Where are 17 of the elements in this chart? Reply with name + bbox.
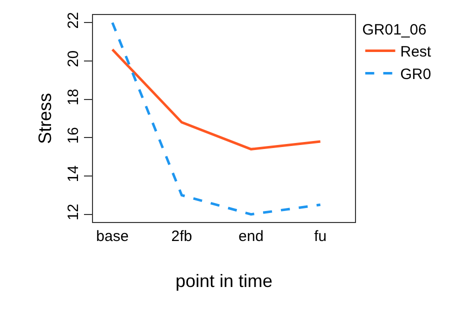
x-axis-title: point in time [175, 271, 273, 292]
x-tick-label: end [238, 228, 264, 245]
y-tick-label: 14 [65, 165, 82, 182]
y-axis-title: Stress [35, 92, 56, 144]
y-tick-label: 16 [65, 127, 82, 144]
x-tick-label: 2fb [171, 228, 192, 245]
line-series [111, 48, 322, 150]
legend-label: GR0 [400, 66, 432, 84]
line-series [111, 21, 322, 216]
y-tick-label: 12 [65, 204, 82, 220]
legend-title: GR01_06 [362, 22, 426, 38]
x-tick-label: base [96, 228, 129, 245]
x-tick-label: fu [314, 228, 327, 245]
y-tick-label: 22 [65, 12, 82, 29]
legend-label: Rest [400, 44, 432, 61]
y-tick-label: 20 [65, 50, 82, 68]
y-tick-label: 18 [65, 88, 82, 106]
